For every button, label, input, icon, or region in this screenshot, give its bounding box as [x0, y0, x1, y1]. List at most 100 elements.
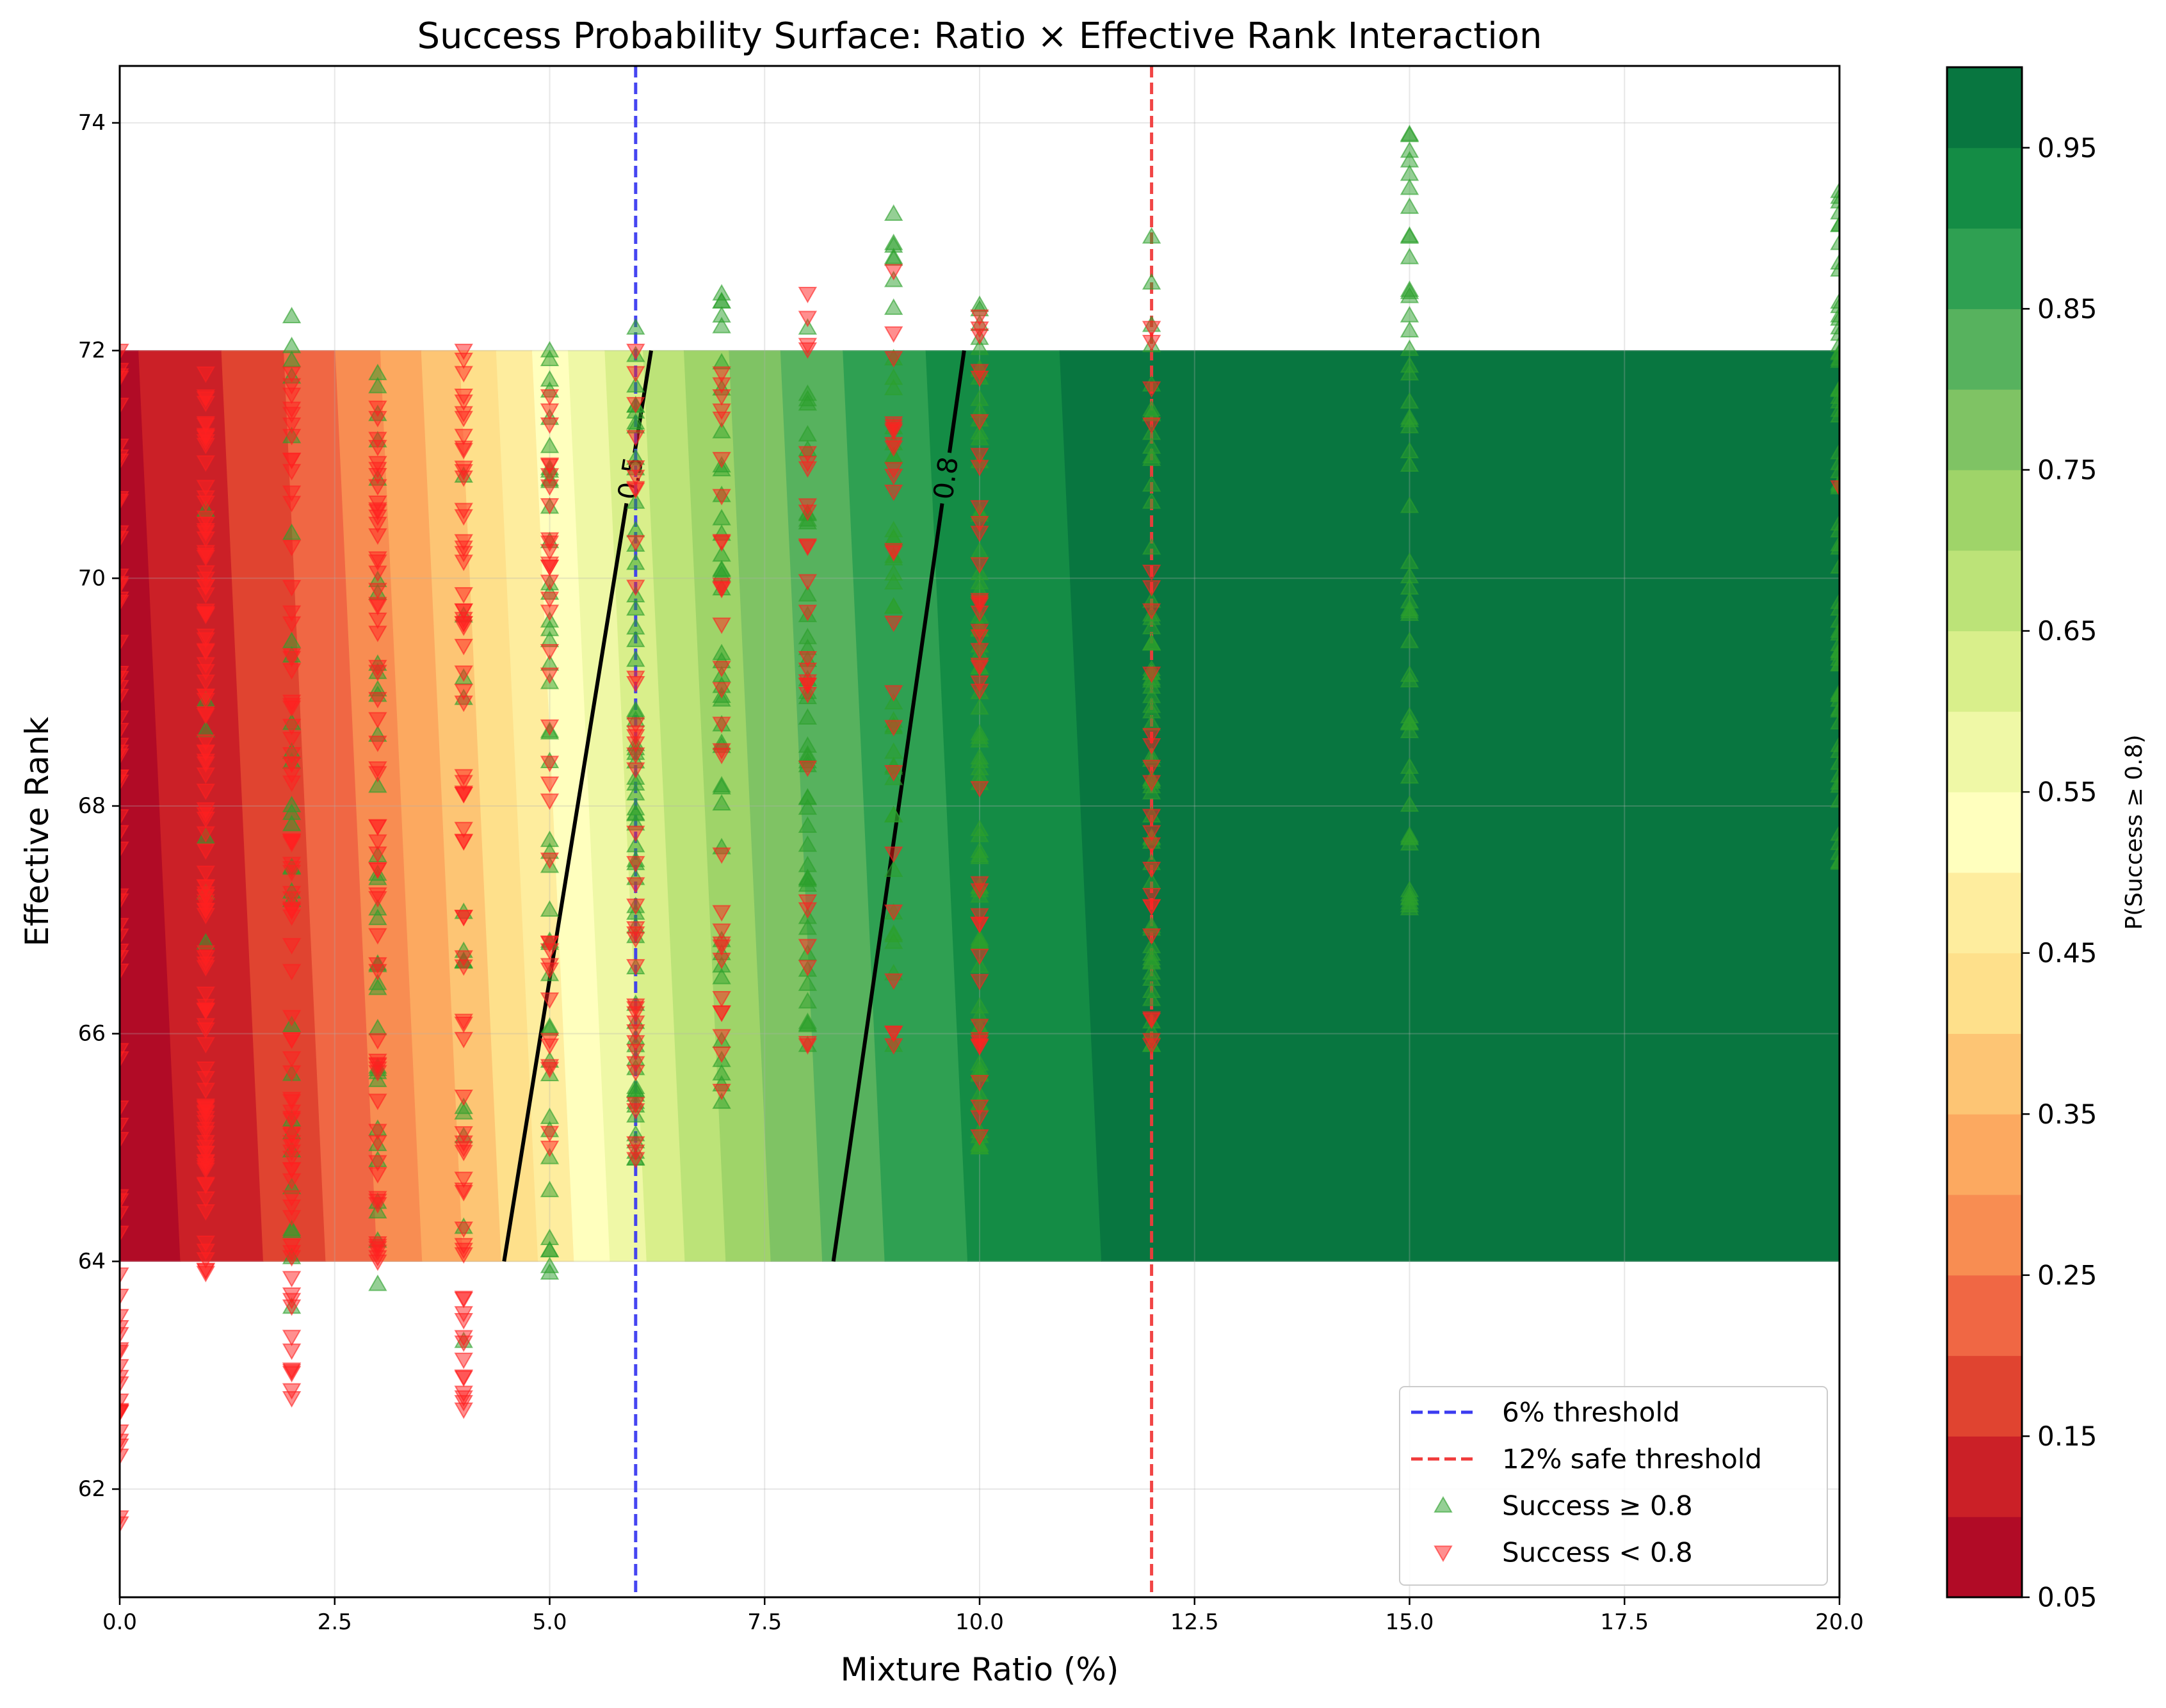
colorbar-band — [1947, 147, 2022, 229]
failure-point — [196, 811, 216, 828]
success-point — [1142, 696, 1161, 713]
failure-point — [798, 960, 818, 977]
colorbar-band — [1947, 631, 2022, 712]
success-point — [1830, 233, 1839, 250]
failure-point — [120, 1344, 129, 1362]
failure-point — [282, 605, 302, 622]
colorbar-tick-label: 0.95 — [2037, 132, 2097, 163]
failure-point — [120, 1448, 129, 1465]
failure-point — [540, 852, 560, 869]
failure-point — [368, 963, 387, 981]
failure-point — [120, 576, 129, 593]
success-point — [712, 561, 731, 577]
failure-point — [282, 1287, 302, 1304]
success-point — [1830, 611, 1839, 628]
failure-point — [282, 401, 302, 419]
failure-point — [196, 784, 216, 800]
failure-point — [884, 1025, 903, 1042]
failure-point — [120, 723, 129, 739]
failure-point — [540, 479, 560, 496]
contour-line — [947, 350, 966, 453]
failure-point — [540, 532, 560, 549]
failure-point — [970, 364, 989, 381]
failure-point — [120, 1405, 129, 1421]
failure-point — [970, 526, 989, 543]
success-point — [626, 631, 645, 647]
failure-point — [120, 737, 129, 755]
failure-point — [368, 1236, 387, 1253]
failure-point — [454, 460, 473, 478]
failure-point — [368, 565, 387, 583]
failure-point — [626, 460, 645, 477]
success-point — [712, 643, 731, 661]
success-point — [1142, 677, 1161, 694]
success-point — [626, 492, 645, 509]
failure-point — [626, 343, 645, 360]
failure-point — [368, 1093, 387, 1111]
failure-point — [368, 1033, 387, 1050]
failure-point — [626, 736, 645, 753]
success-point — [1142, 981, 1161, 999]
contour-label: 0.8 — [927, 455, 964, 501]
failure-point — [196, 1252, 216, 1269]
success-point — [712, 967, 731, 985]
failure-point — [454, 503, 473, 520]
success-point — [798, 389, 818, 407]
failure-point — [454, 786, 473, 802]
success-point — [1830, 442, 1839, 460]
scatter-points — [120, 124, 1839, 1533]
failure-point — [540, 643, 560, 661]
success-point — [1400, 339, 1419, 357]
failure-point — [454, 616, 473, 632]
surface-band — [1059, 350, 1839, 1262]
success-point — [1830, 453, 1839, 471]
failure-point — [454, 950, 473, 967]
success-point — [712, 1063, 731, 1081]
success-point — [1830, 557, 1839, 574]
failure-point — [970, 1019, 989, 1036]
success-point — [282, 307, 302, 324]
failure-point — [368, 554, 387, 571]
success-point — [540, 1257, 560, 1273]
success-point — [712, 1092, 731, 1109]
success-point — [798, 424, 818, 442]
failure-point — [626, 1103, 645, 1120]
x-tick-label: 15.0 — [1386, 1609, 1434, 1635]
y-tick-label: 68 — [78, 793, 106, 819]
success-point — [626, 553, 645, 570]
failure-point — [368, 819, 387, 836]
colorbar-band — [1947, 953, 2022, 1034]
failure-point — [970, 1099, 989, 1116]
y-tick-label: 72 — [78, 338, 106, 364]
failure-point — [970, 908, 989, 925]
failure-point — [454, 603, 473, 620]
failure-point — [884, 469, 903, 485]
failure-point — [1142, 928, 1161, 945]
failure-point — [196, 495, 216, 512]
failure-point — [120, 1051, 129, 1068]
colorbar-tick-label: 0.85 — [2037, 293, 2097, 325]
failure-point — [282, 650, 302, 668]
failure-point — [626, 898, 645, 915]
success-point — [626, 835, 645, 853]
failure-point — [454, 1291, 473, 1307]
failure-point — [970, 643, 989, 660]
failure-point — [282, 1051, 302, 1068]
failure-point — [884, 615, 903, 632]
success-point — [1830, 766, 1839, 783]
success-point — [1830, 292, 1839, 309]
failure-point — [626, 877, 645, 894]
failure-point — [454, 684, 473, 700]
success-point — [626, 618, 645, 635]
x-tick-label: 12.5 — [1170, 1609, 1219, 1635]
legend-marker-swatch — [1434, 1545, 1453, 1563]
failure-point — [120, 1309, 129, 1326]
success-point — [1400, 392, 1419, 409]
success-point — [798, 1014, 818, 1031]
success-point — [1830, 538, 1839, 555]
success-point — [1830, 641, 1839, 659]
failure-point — [120, 1117, 129, 1134]
failure-point — [196, 843, 216, 860]
failure-point — [282, 485, 302, 503]
success-point — [626, 413, 645, 430]
